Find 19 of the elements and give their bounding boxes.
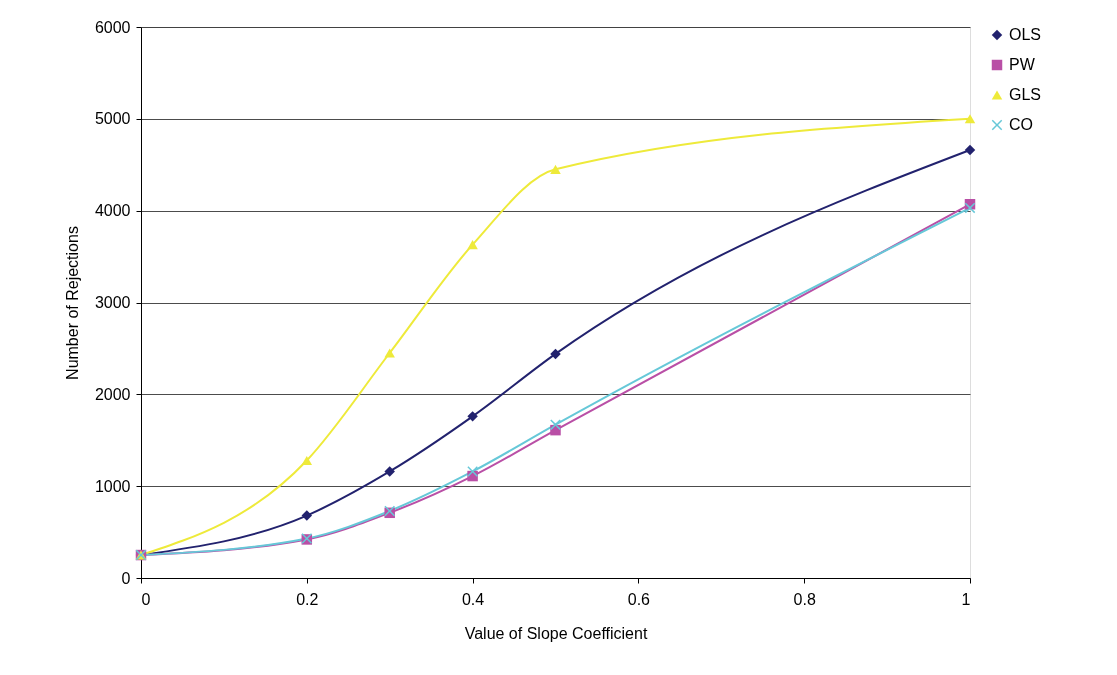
y-tick-label: 5000 <box>94 110 131 128</box>
x-axis-title: Value of Slope Coefficient <box>464 624 648 642</box>
legend-label: GLS <box>1009 86 1042 103</box>
legend-label: OLS <box>1009 26 1042 43</box>
x-tick-label: 0.2 <box>296 590 319 608</box>
y-tick-label: 3000 <box>94 294 131 311</box>
legend-label: CO <box>1009 116 1033 133</box>
y-tick-label: 2000 <box>94 385 131 403</box>
x-tick-label: 1 <box>961 590 971 608</box>
y-tick-label: 1000 <box>94 477 131 495</box>
x-tick-label: 0.8 <box>793 590 816 608</box>
y-axis-title: Number of Rejections <box>63 226 81 380</box>
x-tick-label: 0.4 <box>461 590 485 608</box>
x-tick-label: 0.6 <box>627 590 651 608</box>
y-tick-label: 0 <box>121 569 131 587</box>
y-tick-label: 4000 <box>94 202 131 220</box>
y-tick-label: 6000 <box>94 18 131 36</box>
legend-label: PW <box>1009 56 1036 73</box>
x-tick-label: 0 <box>141 590 151 608</box>
